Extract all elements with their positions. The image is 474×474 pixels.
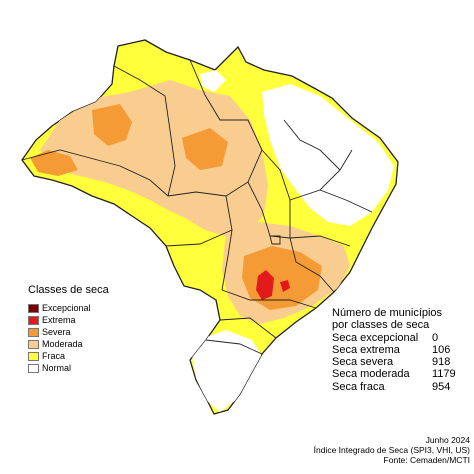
stats-row-severa: Seca severa 918 (332, 356, 462, 368)
legend-label: Normal (42, 363, 72, 373)
legend-swatch (28, 339, 39, 349)
stats-class-label: Seca moderada (332, 368, 410, 381)
stats-title-line2: por classes de seca (332, 319, 430, 332)
map-footer: Junho 2024 Índice Integrado de Seca (SPI… (314, 435, 470, 465)
legend-swatch (28, 363, 39, 373)
stats-class-label: Seca fraca (332, 380, 385, 393)
legend-swatch (28, 351, 39, 361)
legend-swatch (28, 303, 39, 313)
footer-date: Junho 2024 (425, 435, 470, 445)
legend-item-extrema: Extrema (28, 314, 109, 326)
stats-count: 0 (432, 331, 439, 344)
state-borders (21, 59, 373, 355)
stats-count: 954 (432, 380, 451, 393)
legend-item-severa: Severa (28, 326, 109, 338)
stats-row-moderada: Seca moderada 1179 (332, 368, 462, 380)
legend-item-normal: Normal (28, 362, 109, 374)
stats-class-label: Seca excepcional (332, 331, 419, 344)
stats-count: 918 (432, 356, 451, 369)
stats-title-line1: Número de municípios (332, 307, 443, 319)
municipality-stats: Número de municípios por classes de seca… (332, 307, 462, 393)
severe-drought-para (182, 128, 228, 170)
stats-class-label: Seca extrema (332, 343, 400, 356)
severe-drought-west (30, 150, 78, 176)
footer-index: Índice Integrado de Seca (SPI3, VHI, US) (313, 445, 470, 455)
legend-swatch (28, 315, 39, 325)
legend-label: Excepcional (42, 303, 91, 313)
legend-swatch (28, 327, 39, 337)
stats-count: 1179 (432, 368, 456, 381)
stats-title: Número de municípios por classes de seca (332, 307, 462, 332)
legend-item-fraca: Fraca (28, 350, 109, 362)
stats-class-label: Seca severa (332, 356, 394, 369)
legend-item-moderada: Moderada (28, 338, 109, 350)
normal-south (192, 330, 262, 412)
legend-label: Severa (42, 327, 71, 337)
legend-title: Classes de seca (28, 284, 109, 296)
stats-row-fraca: Seca fraca 954 (332, 381, 462, 393)
legend-item-excepcional: Excepcional (28, 302, 109, 314)
legend: Classes de seca Excepcional Extrema Seve… (28, 284, 109, 374)
normal-northeast (262, 84, 394, 226)
extreme-drought-spot (280, 280, 290, 292)
extreme-drought-sao-paulo (256, 270, 274, 300)
stats-count: 106 (432, 343, 451, 356)
legend-label: Moderada (42, 339, 83, 349)
legend-label: Extrema (42, 315, 76, 325)
stats-row-excepcional: Seca excepcional 0 (332, 332, 462, 344)
severe-drought-amazon (92, 104, 132, 146)
footer-source: Fonte: Cemaden/MCTI (383, 455, 470, 465)
legend-label: Fraca (42, 351, 66, 361)
normal-north-spot (200, 70, 226, 92)
stats-row-extrema: Seca extrema 106 (332, 344, 462, 356)
